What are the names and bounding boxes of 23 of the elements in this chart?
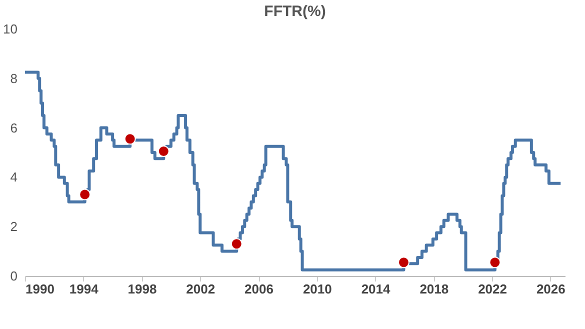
point (79, 188, 91, 200)
y-tick-label: 8 (10, 70, 18, 86)
x-tick-label: 2002 (186, 282, 216, 296)
x-tick-label: 2014 (361, 282, 391, 296)
y-tick-label: 4 (10, 170, 18, 185)
x-tick-label: 1990 (26, 282, 54, 296)
point (230, 238, 242, 250)
point (398, 256, 410, 268)
point (489, 256, 501, 268)
chart-title: FFTR(%) (264, 3, 326, 20)
x-tick-label: 1994 (69, 282, 100, 296)
x-tick-label: 2006 (244, 282, 274, 296)
x-tick-label: 1998 (128, 282, 157, 296)
x-tick-label: 2010 (302, 282, 332, 296)
x-tick-label: 2026 (536, 282, 566, 296)
x-tick-label: 2022 (478, 282, 507, 296)
y-tick-label: 0 (10, 268, 18, 284)
point (124, 133, 136, 145)
y-tick-label: 6 (10, 120, 18, 136)
y-tick-label: 2 (10, 219, 18, 234)
point (158, 146, 170, 157)
y-tick-label: 10 (3, 22, 18, 36)
x-tick-label: 2018 (420, 282, 449, 296)
